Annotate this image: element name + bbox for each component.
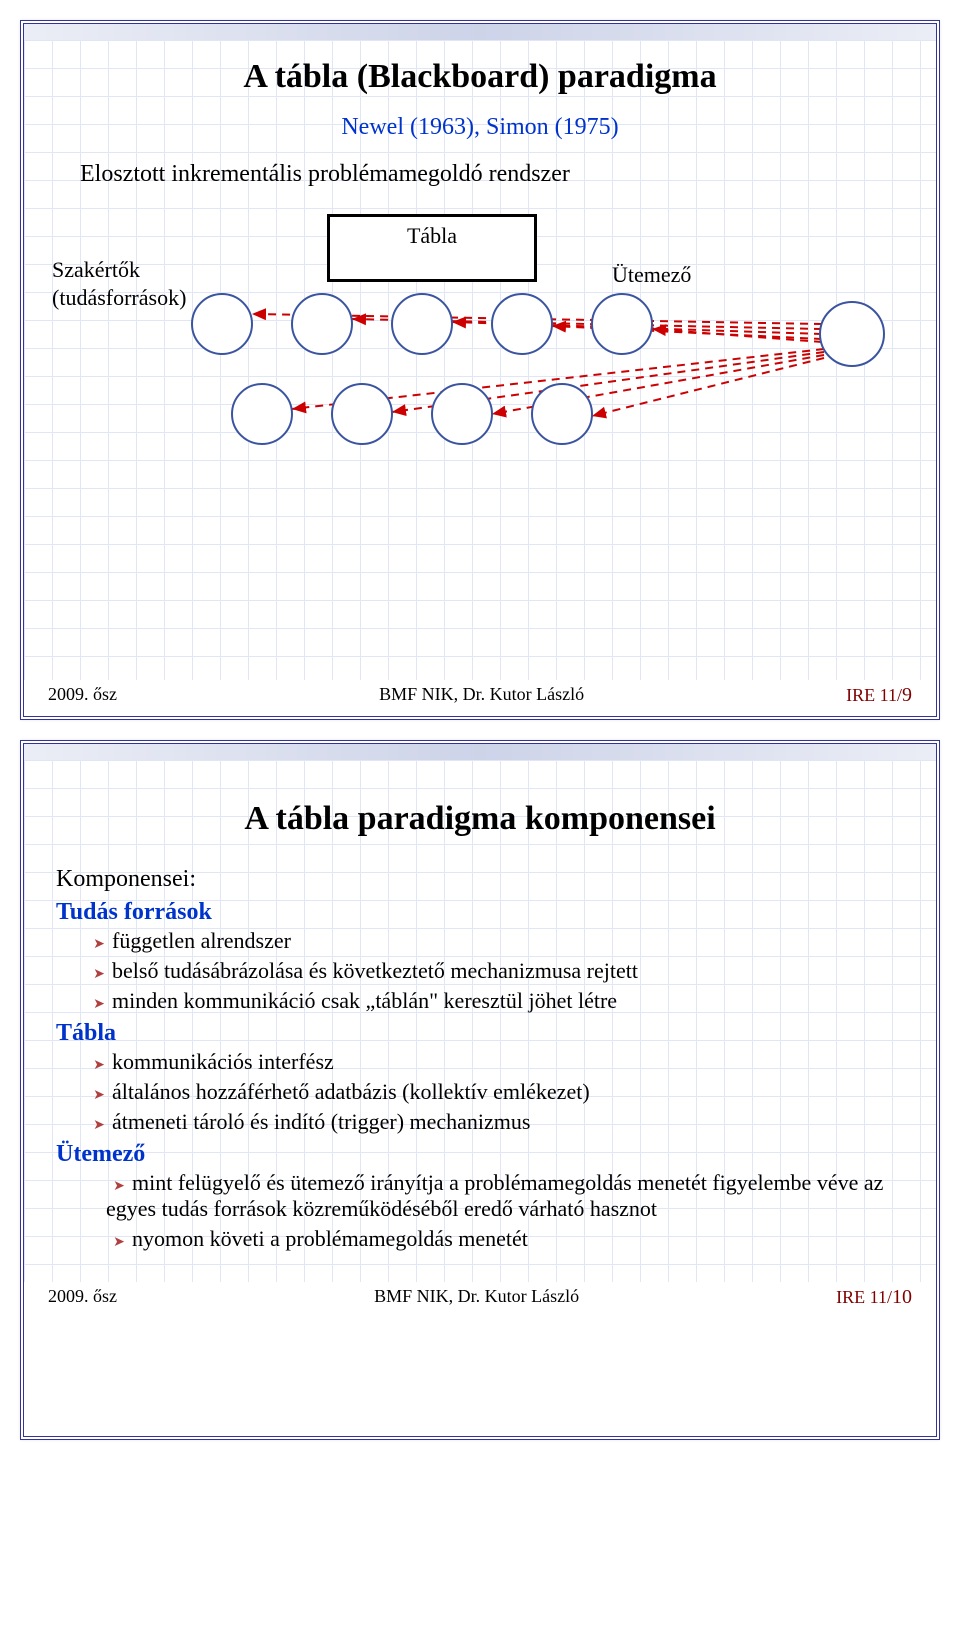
footer-right-num: 10	[892, 1286, 912, 1308]
slide-desc: Elosztott inkrementális problémamegoldó …	[80, 161, 908, 188]
footer-left: 2009. ősz	[48, 1286, 117, 1309]
expert-circle	[492, 294, 552, 354]
footer-right-prefix: IRE 11/	[836, 1287, 892, 1307]
board-box: Tábla	[327, 214, 537, 282]
dashed-arrow	[392, 352, 824, 412]
footer-mid: BMF NIK, Dr. Kutor László	[374, 1286, 579, 1309]
tabla-heading: Tábla	[56, 1020, 904, 1047]
slide-footer: 2009. ősz BMF NIK, Dr. Kutor László IRE …	[24, 1282, 936, 1319]
scheduler-circle	[820, 302, 884, 366]
tudas-heading: Tudás források	[56, 899, 904, 926]
experts-label-line1: Szakértők	[52, 256, 186, 284]
expert-circle	[192, 294, 252, 354]
dashed-arrow	[292, 349, 824, 409]
slide-title: A tábla (Blackboard) paradigma	[52, 58, 908, 96]
dashed-arrow	[492, 355, 824, 414]
footer-right-num: 9	[902, 684, 912, 706]
dashed-arrow	[592, 358, 824, 416]
slide-2: A tábla paradigma komponensei Komponense…	[20, 740, 940, 1440]
tabla-list: kommunikációs interfészáltalános hozzáfé…	[86, 1047, 904, 1137]
slide-top-accent	[24, 744, 936, 760]
footer-mid: BMF NIK, Dr. Kutor László	[379, 684, 584, 707]
list-item: belső tudásábrázolása és következtető me…	[86, 956, 904, 986]
dashed-arrow	[552, 326, 822, 339]
expert-circle	[592, 294, 652, 354]
board-label: Tábla	[407, 223, 457, 249]
slide-subtitle: Newel (1963), Simon (1975)	[52, 114, 908, 141]
expert-circle	[532, 384, 592, 444]
list-item: általános hozzáférhető adatbázis (kollek…	[86, 1077, 904, 1107]
expert-circle	[292, 294, 352, 354]
components-heading: Komponensei:	[56, 866, 904, 893]
footer-right: IRE 11/10	[836, 1286, 912, 1309]
list-item: független alrendszer	[86, 926, 904, 956]
slide-1: A tábla (Blackboard) paradigma Newel (19…	[20, 20, 940, 720]
expert-circle	[392, 294, 452, 354]
expert-circle	[232, 384, 292, 444]
list-item: átmeneti tároló és indító (trigger) mech…	[86, 1107, 904, 1137]
experts-label: Szakértők (tudásforrások)	[52, 256, 186, 311]
tudas-list: független alrendszerbelső tudásábrázolás…	[86, 926, 904, 1016]
list-item: nyomon követi a problémamegoldás menetét	[106, 1224, 904, 1254]
slide-top-accent	[24, 24, 936, 40]
dashed-arrow	[352, 319, 822, 329]
dashed-arrow	[652, 329, 822, 342]
diagram-area: Szakértők (tudásforrások) Tábla Ütemező	[52, 214, 908, 474]
dashed-arrow	[252, 314, 822, 324]
slide-title: A tábla paradigma komponensei	[56, 800, 904, 838]
dashed-arrow	[452, 322, 822, 334]
list-item: mint felügyelő és ütemező irányítja a pr…	[106, 1168, 904, 1224]
expert-circle	[332, 384, 392, 444]
utemezo-list: mint felügyelő és ütemező irányítja a pr…	[106, 1168, 904, 1254]
footer-left: 2009. ősz	[48, 684, 117, 707]
list-item: minden kommunikáció csak „táblán" keresz…	[86, 986, 904, 1016]
footer-right: IRE 11/9	[846, 684, 912, 707]
list-item: kommunikációs interfész	[86, 1047, 904, 1077]
slide-footer: 2009. ősz BMF NIK, Dr. Kutor László IRE …	[24, 680, 936, 717]
expert-circle	[432, 384, 492, 444]
scheduler-label: Ütemező	[612, 262, 691, 288]
footer-right-prefix: IRE 11/	[846, 685, 902, 705]
utemezo-heading: Ütemező	[56, 1141, 904, 1168]
experts-label-line2: (tudásforrások)	[52, 284, 186, 312]
